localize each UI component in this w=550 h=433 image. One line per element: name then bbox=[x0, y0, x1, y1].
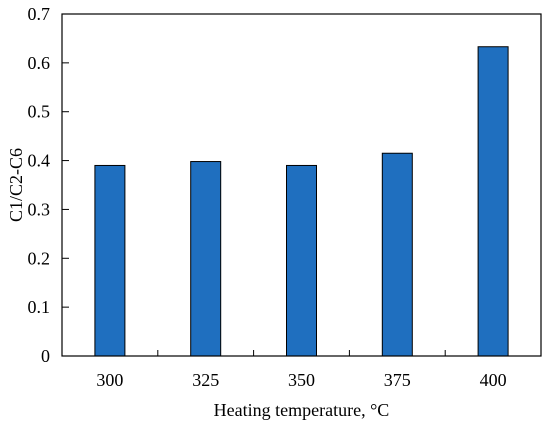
x-tick-label: 325 bbox=[192, 370, 219, 390]
y-tick-label: 0.4 bbox=[28, 151, 51, 171]
bar-325 bbox=[190, 161, 222, 357]
y-axis: 0 0.1 0.2 0.3 0.4 0.5 0.6 0.7 bbox=[28, 4, 69, 366]
bar-350 bbox=[286, 164, 317, 357]
y-tick-label: 0.3 bbox=[28, 199, 51, 219]
bar-400 bbox=[477, 46, 509, 357]
x-tick-label: 375 bbox=[384, 370, 411, 390]
x-tick-label: 300 bbox=[96, 370, 123, 390]
y-axis-title: C1/C2-C6 bbox=[6, 148, 26, 222]
y-tick-label: 0.7 bbox=[28, 4, 51, 24]
bar-375 bbox=[381, 152, 413, 357]
x-axis: 300 325 350 375 400 bbox=[96, 350, 507, 390]
plot-frame bbox=[61, 13, 542, 357]
x-tick-label: 400 bbox=[480, 370, 507, 390]
y-tick-label: 0.6 bbox=[28, 53, 51, 73]
x-axis-title: Heating temperature, °C bbox=[214, 400, 390, 420]
bars-group bbox=[94, 46, 509, 357]
x-tick-label: 350 bbox=[288, 370, 315, 390]
bar-300 bbox=[94, 164, 126, 357]
y-tick-label: 0.2 bbox=[28, 248, 51, 268]
y-tick-label: 0.1 bbox=[28, 297, 51, 317]
y-tick-label: 0.5 bbox=[28, 102, 51, 122]
y-tick-label: 0 bbox=[41, 346, 50, 366]
